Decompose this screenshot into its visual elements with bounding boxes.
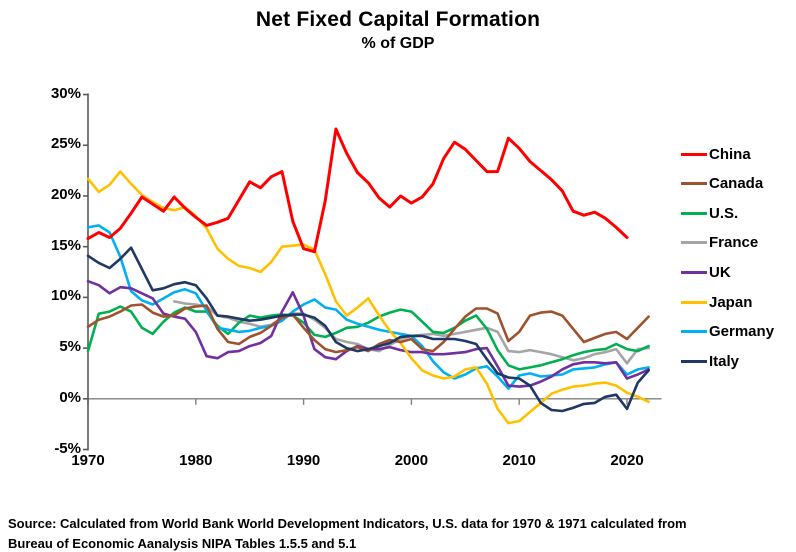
series-line-canada [86,303,650,354]
legend-label: Germany [709,323,775,341]
legend-item-france: France [681,233,758,253]
y-tick-label: 10% [50,287,81,305]
x-tick-label: 2000 [394,452,429,469]
legend-swatch [681,270,707,274]
chart-title: Net Fixed Capital Formation [255,8,541,31]
legend-swatch [681,359,707,363]
legend-swatch [681,241,707,245]
series-line-germany [86,224,650,391]
y-tick-label: 20% [50,185,81,203]
legend-item-canada: Canada [681,174,763,194]
y-tick-label: 15% [50,236,81,254]
x-tick-label: 2020 [610,452,644,469]
legend-swatch [681,182,707,186]
source-note-line1: Source: Calculated from World Bank World… [8,516,687,531]
legend-swatch [681,300,707,304]
legend-swatch [681,211,707,215]
y-tick-label: 25% [50,135,81,153]
chart-subtitle: % of GDP [361,35,435,52]
y-tick-label: 30% [50,84,81,102]
x-tick-label: 1980 [179,452,213,469]
legend-item-uk: UK [681,262,731,282]
legend-label: France [709,234,759,252]
x-tick-label: 1970 [71,452,105,469]
legend-label: Canada [709,175,764,193]
series-line-uk [86,279,650,388]
source-note-line2: Bureau of Economic Aanalysis NIPA Tables… [8,536,357,551]
legend-item-us: U.S. [681,203,738,223]
legend-label: Italy [709,352,740,370]
series-line-us [86,305,650,371]
x-tick-label: 1990 [286,452,321,469]
legend-label: UK [709,263,731,281]
legend-item-china: China [681,144,751,164]
legend-item-japan: Japan [681,292,752,312]
legend-item-germany: Germany [681,322,774,342]
series-line-china [86,127,629,254]
series-line-japan [86,170,650,425]
y-tick-label: 0% [59,388,81,406]
legend-label: U.S. [709,204,739,222]
y-tick-label: -5% [54,439,81,457]
series-line-italy [86,246,650,413]
legend-label: Japan [709,293,753,311]
legend-item-italy: Italy [681,351,739,371]
x-tick-label: 2010 [502,452,536,469]
legend-swatch [681,152,707,156]
legend-label: China [709,145,751,163]
legend-swatch [681,330,707,334]
y-tick-label: 5% [59,338,81,356]
